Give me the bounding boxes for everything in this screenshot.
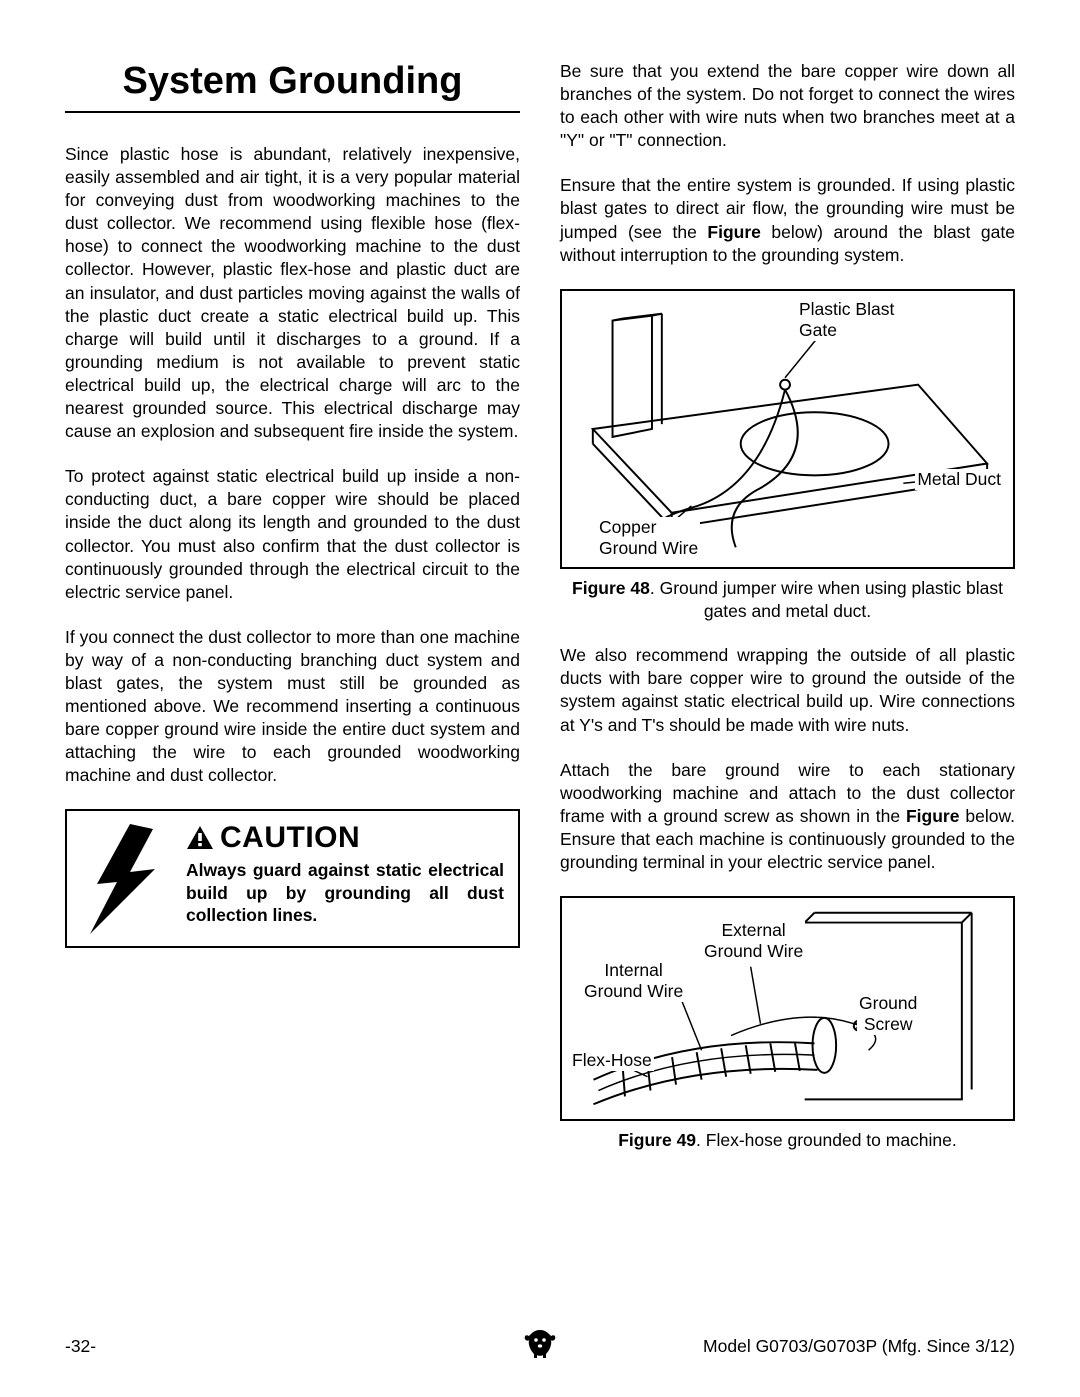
figure-48-caption: Figure 48. Ground jumper wire when using… xyxy=(560,577,1015,623)
figure-49: External Ground Wire Internal Ground Wir… xyxy=(560,896,1015,1121)
body-paragraph: Attach the bare ground wire to each stat… xyxy=(560,759,1015,874)
figure-label: Internal Ground Wire xyxy=(582,960,685,1002)
figure-label: Metal Duct xyxy=(915,469,1003,490)
page-number: -32- xyxy=(65,1336,96,1357)
model-info: Model G0703/G0703P (Mfg. Since 3/12) xyxy=(703,1336,1015,1357)
caution-box: CAUTION Always guard against static elec… xyxy=(65,809,520,948)
page-content: System Grounding Since plastic hose is a… xyxy=(65,60,1015,1152)
left-column: System Grounding Since plastic hose is a… xyxy=(65,60,520,1152)
figure-49-caption: Figure 49. Flex-hose grounded to machine… xyxy=(560,1129,1015,1152)
body-paragraph: To protect against static electrical bui… xyxy=(65,465,520,604)
body-paragraph: Since plastic hose is abundant, relative… xyxy=(65,143,520,443)
page-title: System Grounding xyxy=(65,60,520,103)
caution-title: CAUTION xyxy=(220,821,360,855)
figure-label: Plastic Blast Gate xyxy=(797,299,896,341)
text-bold: Figure xyxy=(707,222,760,242)
caution-body: Always guard against static electrical b… xyxy=(186,859,504,926)
page-footer: -32- Model G0703/G0703P (Mfg. Since 3/12… xyxy=(65,1336,1015,1357)
figure-label: Copper Ground Wire xyxy=(597,517,700,559)
figure-label: Flex-Hose xyxy=(570,1050,654,1071)
text-bold: Figure xyxy=(906,806,959,826)
caption-text: . Ground jumper wire when using plastic … xyxy=(650,578,1003,621)
caption-bold: Figure 49 xyxy=(618,1130,696,1150)
title-rule xyxy=(65,111,520,113)
caption-text: . Flex-hose grounded to machine. xyxy=(696,1130,957,1150)
body-paragraph: Ensure that the entire system is grounde… xyxy=(560,174,1015,266)
body-paragraph: We also recommend wrapping the outside o… xyxy=(560,644,1015,736)
body-paragraph: If you connect the dust collector to mor… xyxy=(65,626,520,788)
figure-48: Plastic Blast Gate Metal Duct Copper Gro… xyxy=(560,289,1015,569)
body-paragraph: Be sure that you extend the bare copper … xyxy=(560,60,1015,152)
right-column: Be sure that you extend the bare copper … xyxy=(560,60,1015,1152)
bear-logo-icon xyxy=(522,1326,558,1367)
figure-label: External Ground Wire xyxy=(702,920,805,962)
caption-bold: Figure 48 xyxy=(572,578,650,598)
lightning-icon xyxy=(77,821,172,936)
warning-triangle-icon xyxy=(186,825,214,851)
figure-label: Ground Screw xyxy=(857,993,919,1035)
caution-text: CAUTION Always guard against static elec… xyxy=(186,821,504,926)
